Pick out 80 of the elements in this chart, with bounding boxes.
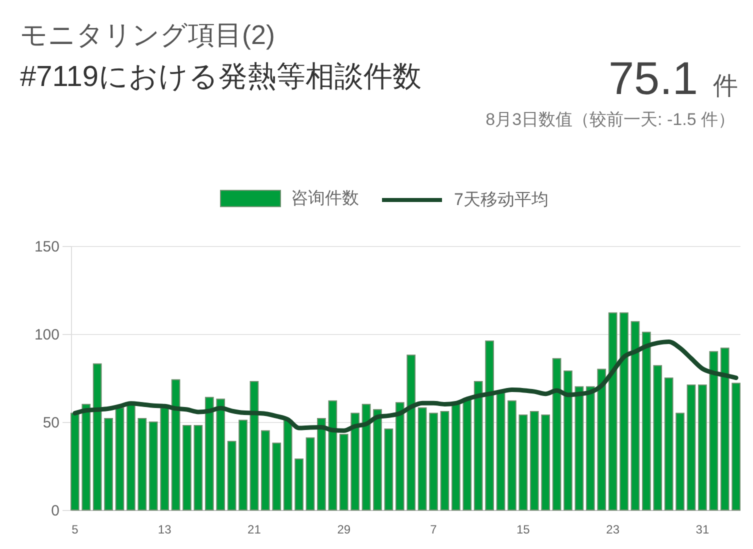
y-tick-label: 150 xyxy=(34,238,60,256)
bar xyxy=(317,418,326,510)
bar xyxy=(283,420,292,510)
bar xyxy=(630,321,640,510)
bar xyxy=(586,386,595,510)
bar xyxy=(272,442,282,510)
x-tick-label: 5 xyxy=(72,522,79,536)
x-tick-label: 29 xyxy=(337,522,351,536)
bar xyxy=(429,412,438,510)
bar xyxy=(250,381,259,510)
bar xyxy=(474,381,483,510)
chart-title: モニタリング項目(2) xyxy=(20,20,275,50)
bar xyxy=(608,312,618,510)
bar xyxy=(384,428,394,510)
bar xyxy=(115,407,124,510)
bar xyxy=(418,407,427,510)
bar xyxy=(227,440,236,510)
bar xyxy=(238,420,248,510)
text: 75.1 xyxy=(608,52,698,104)
y-tick-label: 50 xyxy=(42,414,60,432)
x-tick-label: 13 xyxy=(158,522,172,536)
bar xyxy=(306,437,315,510)
bar xyxy=(597,368,606,510)
x-tick-label: 31 xyxy=(696,522,710,536)
bar xyxy=(676,412,684,510)
bar xyxy=(732,382,740,510)
bar xyxy=(406,354,416,510)
bar xyxy=(148,422,158,510)
bar xyxy=(126,404,136,510)
bar xyxy=(216,398,226,510)
bar xyxy=(160,407,169,510)
bar xyxy=(452,402,460,510)
bar xyxy=(720,348,730,510)
bar xyxy=(541,414,550,510)
bar xyxy=(574,386,584,510)
bar xyxy=(518,414,528,510)
bar xyxy=(104,418,113,510)
y-tick-label: 100 xyxy=(34,326,60,344)
bar xyxy=(642,332,651,510)
bar xyxy=(182,425,192,510)
bar xyxy=(620,312,628,510)
bar xyxy=(686,384,696,510)
bar xyxy=(350,412,360,510)
y-tick-label: 0 xyxy=(51,502,60,520)
bar xyxy=(261,430,270,510)
bar xyxy=(171,379,180,510)
bar xyxy=(440,410,450,510)
text: 8月3日数值（较前一天: -1.5 件） xyxy=(486,110,735,129)
bar xyxy=(138,418,147,510)
bar xyxy=(709,351,718,510)
bar xyxy=(92,363,102,510)
legend-label: 咨询件数 xyxy=(291,188,359,208)
bar xyxy=(373,409,382,510)
bar xyxy=(508,400,516,510)
x-tick-label: 15 xyxy=(516,522,530,536)
bar xyxy=(485,340,494,510)
bar xyxy=(530,410,539,510)
bar xyxy=(204,396,214,510)
bar xyxy=(328,400,338,510)
x-tick-label: 21 xyxy=(248,522,262,536)
bar xyxy=(564,370,572,510)
bar xyxy=(82,404,91,510)
legend-label: 7天移动平均 xyxy=(454,190,548,209)
text: 件 xyxy=(713,72,738,100)
bar xyxy=(339,434,348,510)
bar xyxy=(653,365,662,510)
bar xyxy=(70,412,80,510)
bar xyxy=(194,425,203,510)
bar xyxy=(496,392,506,510)
x-tick-label: 7 xyxy=(430,522,438,536)
x-tick-label: 23 xyxy=(606,522,620,536)
bar xyxy=(664,378,674,510)
chart-subtitle: #7119における発熱等相談件数 xyxy=(20,61,422,93)
bar xyxy=(698,384,707,510)
bar xyxy=(395,402,404,510)
bar xyxy=(362,404,371,510)
line-series xyxy=(72,339,738,433)
bar xyxy=(294,458,304,510)
bar xyxy=(462,398,472,510)
bar xyxy=(552,358,562,510)
